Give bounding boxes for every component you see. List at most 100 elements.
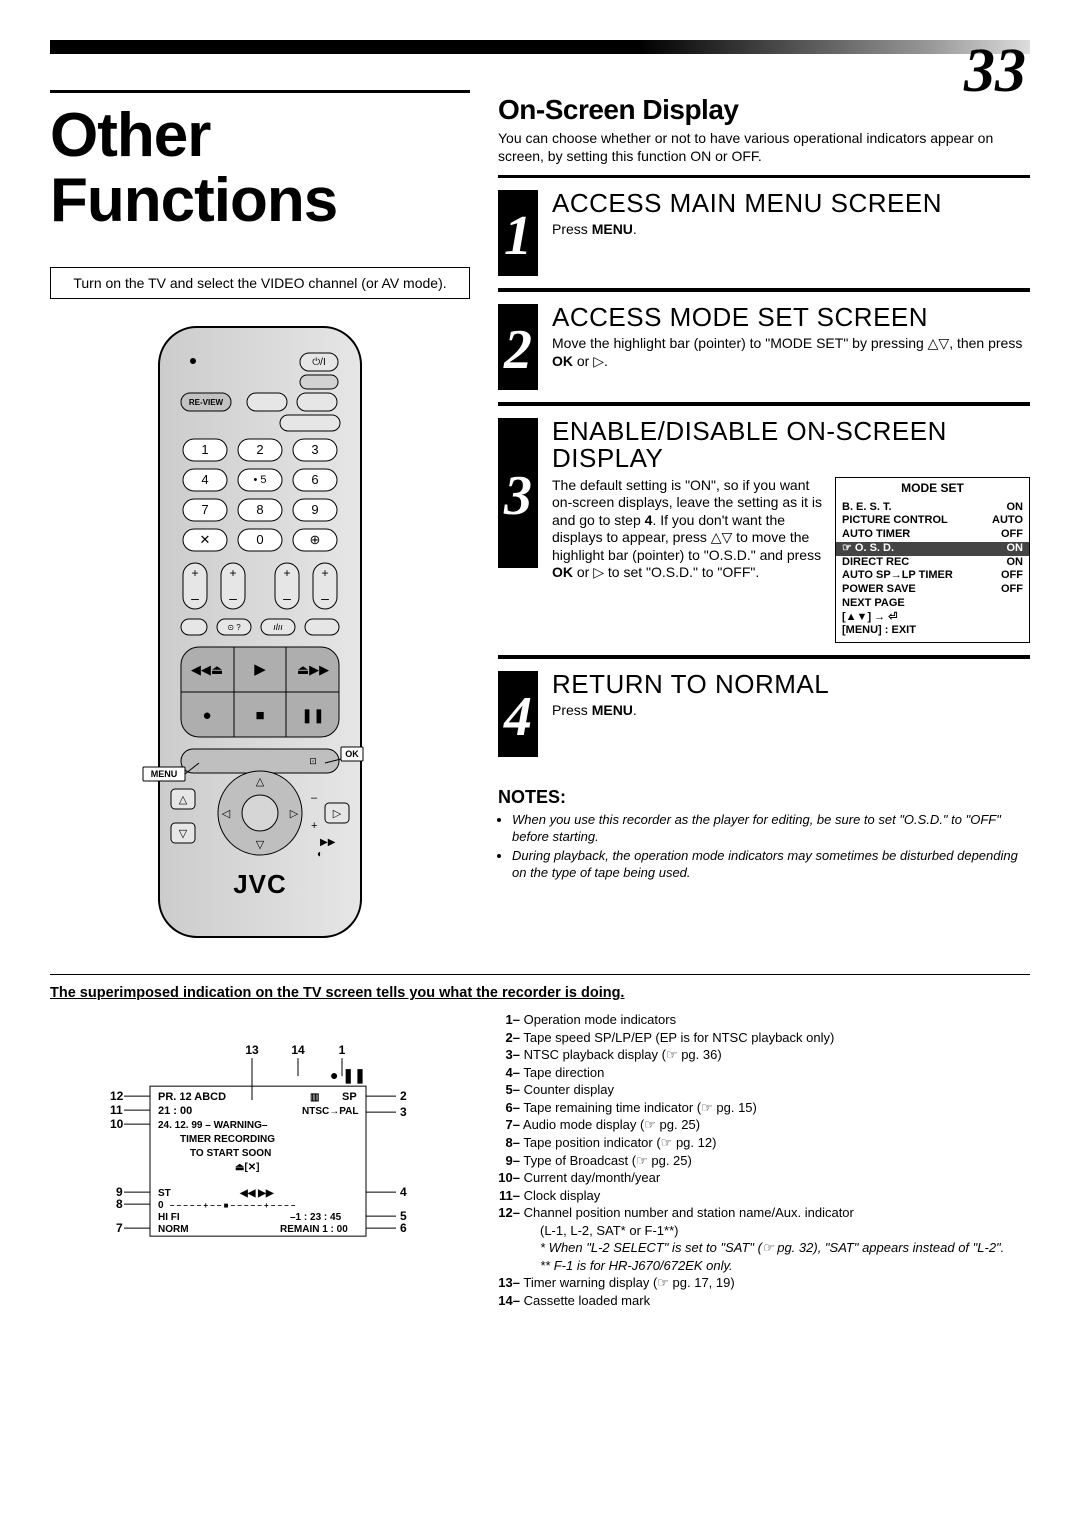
- svg-text:+: +: [191, 566, 198, 580]
- svg-text:–: –: [229, 590, 237, 606]
- svg-text:△: △: [179, 794, 188, 806]
- svg-text:7: 7: [201, 502, 208, 517]
- svg-text:◐: ◐: [317, 849, 323, 860]
- legend-item: 6– Tape remaining time indicator (☞ pg. …: [498, 1099, 1030, 1117]
- svg-text:6: 6: [311, 472, 318, 487]
- svg-text:–: –: [321, 590, 329, 606]
- legend-item: 7– Audio mode display (☞ pg. 25): [498, 1116, 1030, 1134]
- svg-text:–: –: [311, 792, 318, 804]
- svg-text:⏻/I: ⏻/I: [312, 357, 325, 368]
- legend-item: 13– Timer warning display (☞ pg. 17, 19): [498, 1274, 1030, 1292]
- legend-item: 8– Tape position indicator (☞ pg. 12): [498, 1134, 1030, 1152]
- mode-set-row: POWER SAVEOFF: [842, 583, 1023, 597]
- svg-text:▷: ▷: [333, 808, 342, 820]
- svg-text:NTSC→PAL: NTSC→PAL: [302, 1106, 358, 1117]
- mode-set-row: PICTURE CONTROLAUTO: [842, 514, 1023, 528]
- mode-set-row: B. E. S. T.ON: [842, 501, 1023, 515]
- svg-text:MENU: MENU: [151, 769, 178, 779]
- svg-text:8: 8: [116, 1197, 123, 1211]
- divider: [50, 974, 1030, 975]
- svg-text:⊡: ⊡: [309, 756, 317, 766]
- svg-text:✕: ✕: [200, 532, 211, 547]
- legend-list: 1– Operation mode indicators2– Tape spee…: [498, 1011, 1030, 1309]
- svg-text:⊙ ?: ⊙ ?: [227, 623, 241, 632]
- svg-text:⏏▶▶: ⏏▶▶: [297, 662, 329, 677]
- svg-text:◁: ◁: [222, 808, 231, 820]
- legend-item: 5– Counter display: [498, 1081, 1030, 1099]
- svg-text:2: 2: [400, 1089, 407, 1103]
- svg-text:+: +: [283, 566, 290, 580]
- legend-item: 14– Cassette loaded mark: [498, 1292, 1030, 1310]
- step-title: ACCESS MODE SET SCREEN: [552, 304, 1030, 331]
- legend-item: 12– Channel position number and station …: [498, 1204, 1030, 1222]
- svg-text:13: 13: [245, 1043, 259, 1057]
- step-title: ENABLE/DISABLE ON-SCREEN DISPLAY: [552, 418, 1030, 473]
- legend-item: 4– Tape direction: [498, 1064, 1030, 1082]
- notes-block: NOTES: When you use this recorder as the…: [498, 787, 1030, 882]
- svg-text:3: 3: [400, 1105, 407, 1119]
- osd-desc: You can choose whether or not to have va…: [498, 130, 1030, 165]
- svg-text:3: 3: [311, 442, 318, 457]
- legend-item: 9– Type of Broadcast (☞ pg. 25): [498, 1152, 1030, 1170]
- svg-text:–1 : 23 : 45: –1 : 23 : 45: [290, 1212, 342, 1223]
- svg-text:▶▶: ▶▶: [320, 837, 336, 848]
- legend-item: (L-1, L-2, SAT* or F-1**): [540, 1222, 1030, 1240]
- svg-text:0: 0: [256, 532, 263, 547]
- svg-text:6: 6: [400, 1221, 407, 1235]
- svg-text:12: 12: [110, 1089, 124, 1103]
- mode-set-row: NEXT PAGE: [842, 597, 1023, 611]
- step-2: 2 ACCESS MODE SET SCREEN Move the highli…: [498, 289, 1030, 403]
- legend-item: 10– Current day/month/year: [498, 1169, 1030, 1187]
- legend-item: 11– Clock display: [498, 1187, 1030, 1205]
- svg-text:▥: ▥: [310, 1092, 319, 1103]
- step-number: 1: [498, 190, 538, 276]
- svg-text:1: 1: [201, 442, 208, 457]
- svg-text:●: ●: [202, 707, 211, 724]
- svg-text:▷: ▷: [290, 808, 299, 820]
- svg-text:–: –: [283, 590, 291, 606]
- svg-text:NORM: NORM: [158, 1224, 189, 1235]
- mode-set-row: AUTO SP→LP TIMEROFF: [842, 569, 1023, 583]
- svg-text:9: 9: [311, 502, 318, 517]
- svg-text:PR. 12 ABCD: PR. 12 ABCD: [158, 1091, 226, 1103]
- svg-text:2: 2: [256, 442, 263, 457]
- step-number: 2: [498, 304, 538, 390]
- legend-item: 2– Tape speed SP/LP/EP (EP is for NTSC p…: [498, 1029, 1030, 1047]
- step-text: The default setting is "ON", so if you w…: [552, 477, 825, 582]
- svg-text:▶: ▶: [254, 661, 266, 678]
- step-number: 4: [498, 671, 538, 757]
- step-title: RETURN TO NORMAL: [552, 671, 1030, 698]
- svg-text:+: +: [229, 566, 236, 580]
- svg-text:TO START SOON: TO START SOON: [190, 1148, 271, 1159]
- superimposed-heading: The superimposed indication on the TV sc…: [50, 985, 1030, 1001]
- notes-title: NOTES:: [498, 787, 1030, 808]
- svg-text:0: 0: [158, 1200, 164, 1211]
- step-text: Move the highlight bar (pointer) to "MOD…: [552, 335, 1030, 370]
- svg-text:11: 11: [110, 1103, 123, 1117]
- svg-text:▽: ▽: [179, 828, 188, 840]
- svg-text:REMAIN 1 : 00: REMAIN 1 : 00: [280, 1224, 348, 1235]
- svg-text:ılıı: ılıı: [273, 622, 283, 632]
- mode-set-panel: MODE SET B. E. S. T.ONPICTURE CONTROLAUT…: [835, 477, 1030, 644]
- step-text: Press MENU.: [552, 221, 1030, 239]
- osd-diagram: 13 14 1 ● ❚❚ PR. 12 ABCD ▥ SP 21 : 00 NT…: [50, 1011, 470, 1309]
- svg-text:1: 1: [339, 1043, 346, 1057]
- svg-text:– – – – – + – – ■ – – – – – +: – – – – – + – – ■ – – – – – + – – – –: [170, 1201, 296, 1210]
- svg-text:▽: ▽: [256, 839, 265, 851]
- svg-text:4: 4: [201, 472, 208, 487]
- svg-text:● ❚❚: ● ❚❚: [330, 1067, 366, 1084]
- svg-text:◀◀⏏: ◀◀⏏: [191, 662, 223, 677]
- svg-text:10: 10: [110, 1117, 124, 1131]
- svg-text:4: 4: [400, 1185, 407, 1199]
- step-4: 4 RETURN TO NORMAL Press MENU.: [498, 656, 1030, 769]
- step-number: 3: [498, 418, 538, 568]
- remote-illustration: ⏻/I RE-VIEW 1 2 3 4: [50, 323, 470, 948]
- step-title: ACCESS MAIN MENU SCREEN: [552, 190, 1030, 217]
- svg-text:⏏[✕]: ⏏[✕]: [235, 1162, 260, 1173]
- note-item: When you use this recorder as the player…: [512, 812, 1030, 846]
- svg-text:14: 14: [291, 1043, 305, 1057]
- svg-text:△: △: [256, 776, 265, 788]
- legend-item: ** F-1 is for HR-J670/672EK only.: [540, 1257, 1030, 1275]
- svg-text:■: ■: [255, 707, 264, 724]
- svg-text:21 : 00: 21 : 00: [158, 1105, 192, 1117]
